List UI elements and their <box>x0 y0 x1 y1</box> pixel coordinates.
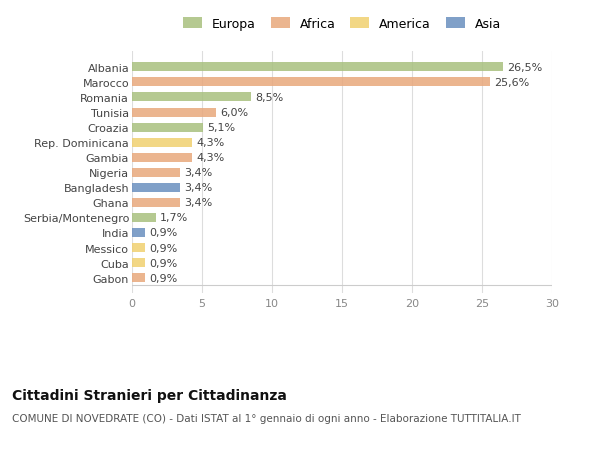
Text: 4,3%: 4,3% <box>196 153 224 163</box>
Bar <box>132 258 145 268</box>
Text: Cittadini Stranieri per Cittadinanza: Cittadini Stranieri per Cittadinanza <box>12 388 287 402</box>
Bar <box>132 108 216 118</box>
Legend: Europa, Africa, America, Asia: Europa, Africa, America, Asia <box>181 15 503 33</box>
Bar <box>132 123 203 132</box>
Text: 8,5%: 8,5% <box>255 93 283 103</box>
Bar <box>132 168 179 177</box>
Bar <box>132 198 179 207</box>
Text: 3,4%: 3,4% <box>184 168 212 178</box>
Bar <box>132 274 145 283</box>
Bar <box>132 63 503 72</box>
Text: 0,9%: 0,9% <box>149 258 177 268</box>
Text: 25,6%: 25,6% <box>494 78 530 88</box>
Text: 5,1%: 5,1% <box>208 123 236 133</box>
Text: 6,0%: 6,0% <box>220 108 248 118</box>
Text: 1,7%: 1,7% <box>160 213 188 223</box>
Bar <box>132 78 490 87</box>
Bar <box>132 184 179 192</box>
Text: 26,5%: 26,5% <box>507 63 542 73</box>
Text: 4,3%: 4,3% <box>196 138 224 148</box>
Text: 0,9%: 0,9% <box>149 243 177 253</box>
Text: 3,4%: 3,4% <box>184 183 212 193</box>
Bar <box>132 93 251 102</box>
Text: 0,9%: 0,9% <box>149 273 177 283</box>
Bar <box>132 243 145 252</box>
Text: 3,4%: 3,4% <box>184 198 212 208</box>
Bar <box>132 153 192 162</box>
Bar <box>132 138 192 147</box>
Text: COMUNE DI NOVEDRATE (CO) - Dati ISTAT al 1° gennaio di ogni anno - Elaborazione : COMUNE DI NOVEDRATE (CO) - Dati ISTAT al… <box>12 413 521 423</box>
Bar <box>132 229 145 237</box>
Text: 0,9%: 0,9% <box>149 228 177 238</box>
Bar <box>132 213 156 223</box>
